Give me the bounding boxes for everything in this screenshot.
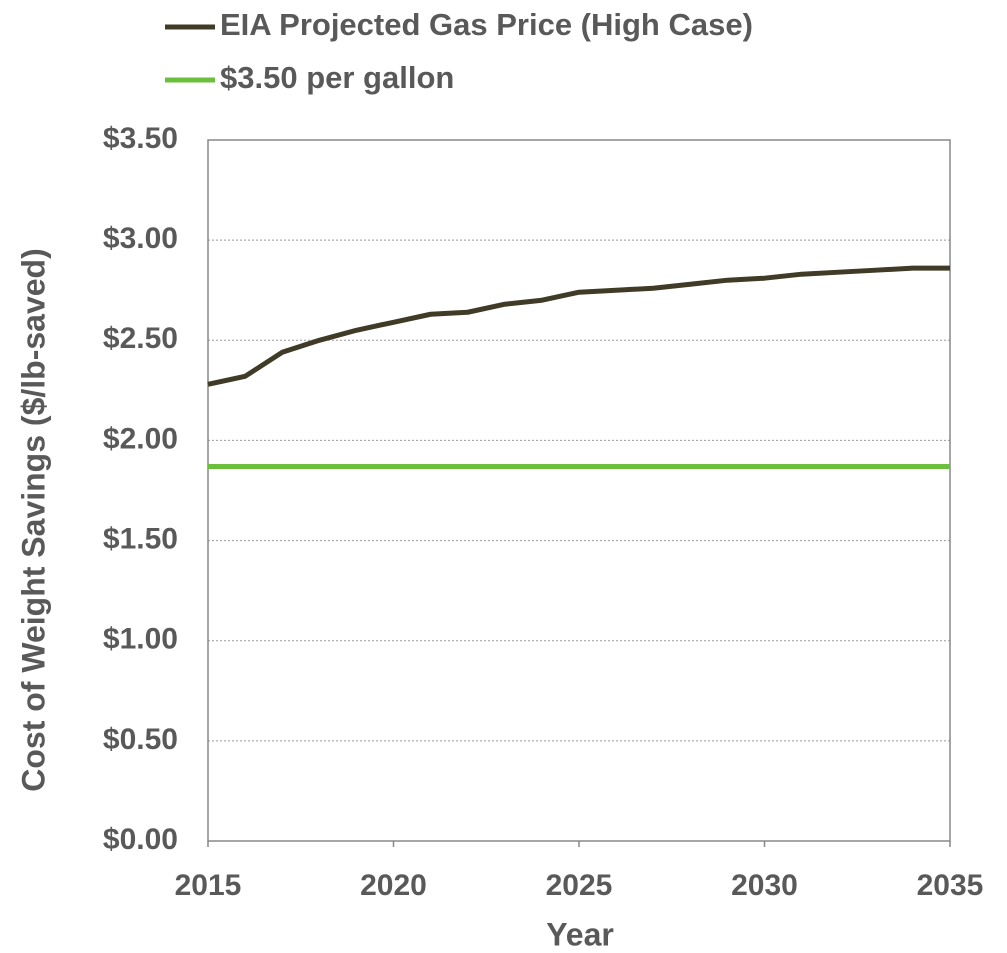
y-tick-label: $0.50	[103, 723, 178, 756]
x-tick-label: 2030	[731, 869, 798, 902]
legend-label: $3.50 per gallon	[220, 60, 454, 95]
x-tick-label: 2025	[546, 869, 613, 902]
y-axis-title: Cost of Weight Savings ($/lb-saved)	[15, 248, 51, 791]
y-tick-label: $1.00	[103, 623, 178, 656]
x-tick-label: 2020	[360, 869, 427, 902]
y-tick-label: $1.50	[103, 522, 178, 555]
x-axis-title: Year	[546, 916, 614, 952]
y-tick-label: $3.50	[103, 122, 178, 155]
series-line	[207, 265, 950, 387]
y-tick-label: $2.50	[103, 322, 178, 355]
y-tick-label: $3.00	[103, 222, 178, 255]
y-tick-label: $0.00	[103, 823, 178, 856]
plot-frame	[207, 139, 951, 842]
legend-label: EIA Projected Gas Price (High Case)	[220, 7, 753, 42]
x-tick-label: 2015	[175, 869, 242, 902]
x-tick-label: 2035	[917, 869, 984, 902]
y-tick-label: $2.00	[103, 422, 178, 455]
